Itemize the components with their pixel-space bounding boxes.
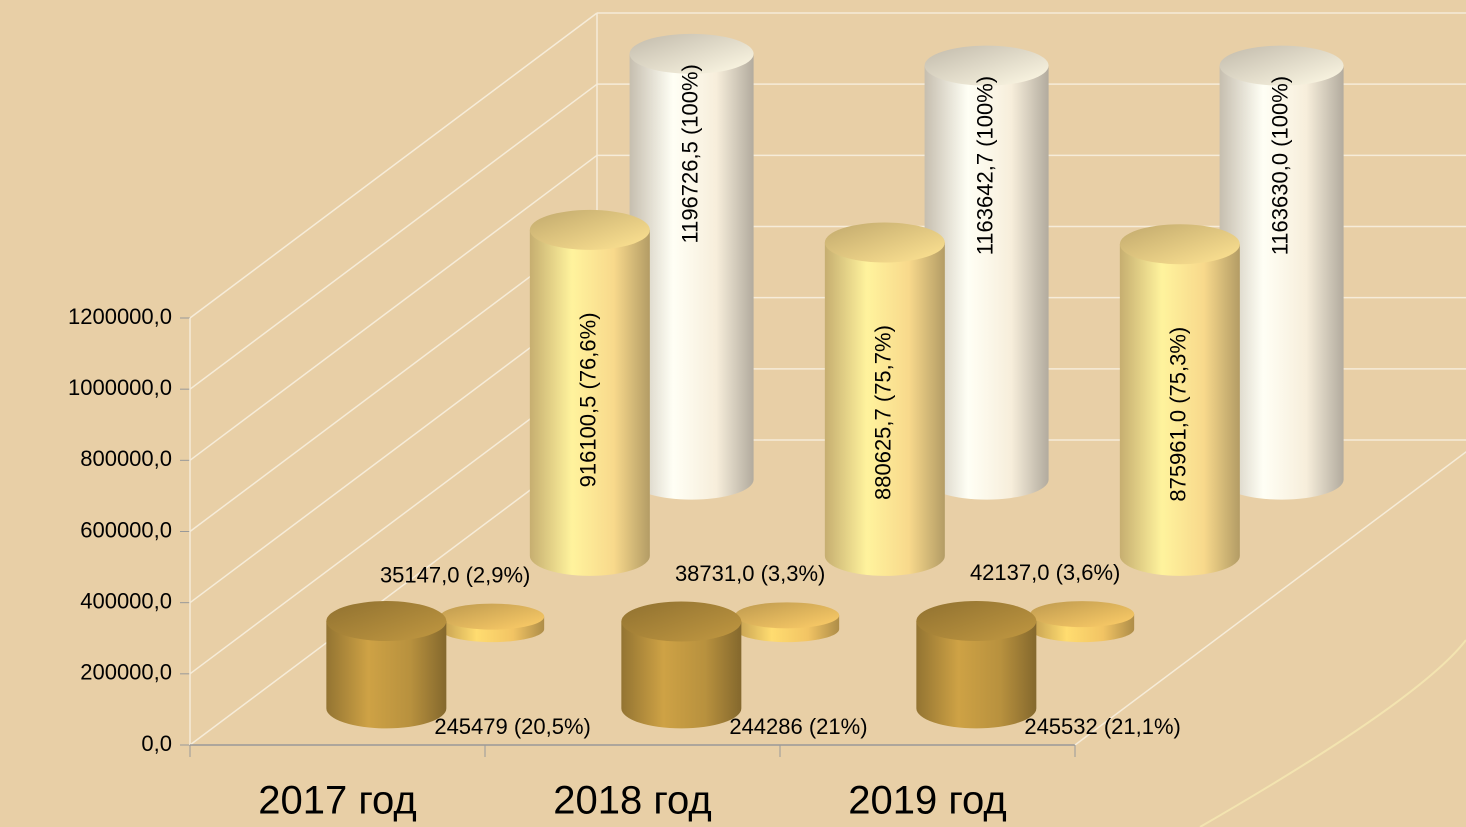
grid-line [189,439,598,746]
value-label: 35147,0 (2,9%) [380,562,530,587]
cylinder [1030,601,1135,643]
grid-line [189,297,598,604]
cylinder [529,209,650,576]
y-tick-label: 1200000,0 [68,304,172,329]
cylinder-top [1119,224,1240,265]
value-label: 1163630,0 (100%) [1267,76,1292,255]
cylinder-body [629,53,754,500]
cylinder-body [1219,65,1344,500]
grid-line [189,12,598,319]
cylinder-body [1119,244,1240,576]
cylinder [735,602,840,643]
value-label: 245479 (20,5%) [434,714,591,739]
y-tick-label: 600000,0 [80,517,172,542]
y-tick-label: 200000,0 [80,660,172,685]
cylinder-top [529,209,650,250]
cylinder-top [326,601,447,642]
y-tick-label: 1000000,0 [68,375,172,400]
cylinder [824,222,945,576]
cylinder [1219,45,1344,500]
grid-line [189,225,598,533]
cylinder [629,33,754,500]
grid-line [189,83,598,390]
decor [1199,639,1466,827]
value-label: 244286 (21%) [729,714,867,739]
grid-line [189,368,598,675]
cylinder-top [735,602,840,629]
y-tick-label: 800000,0 [80,446,172,471]
grid-line [189,154,598,461]
cylinder-body [529,229,650,576]
cylinder-top [629,33,754,74]
cylinder-top [924,45,1049,86]
cylinder [1119,224,1240,576]
cylinder-body [824,242,945,576]
value-label: 42137,0 (3,6%) [970,560,1120,585]
x-tick-label: 2019 год [848,779,1007,823]
cylinder-body [326,621,447,729]
cylinder [440,603,545,643]
cylinder-top [1030,601,1135,628]
cylinder [916,601,1037,729]
value-label: 38731,0 (3,3%) [675,561,825,586]
value-label: 875961,0 (75,3%) [1166,327,1191,502]
cylinder [326,601,447,729]
cylinder-top [916,601,1037,642]
cylinder-top [621,601,742,642]
cylinder-top [824,222,945,263]
x-tick-label: 2018 год [553,779,712,823]
cylinder-body [916,621,1037,729]
cylinder-top [1219,45,1344,86]
cylinder [924,45,1049,500]
value-label: 1196726,5 (100%) [677,64,702,243]
y-tick-label: 0,0 [141,731,172,756]
cylinder-body [621,621,742,729]
floor-edge [1074,451,1466,746]
value-label: 916100,5 (76,6%) [576,312,601,487]
y-tick-label: 400000,0 [80,588,172,613]
value-label: 880625,7 (75,7%) [871,325,896,500]
value-label: 1163642,7 (100%) [972,76,997,255]
cylinder-body [924,65,1049,500]
x-tick-label: 2017 год [258,779,417,823]
value-label: 245532 (21,1%) [1024,714,1181,739]
cylinder-top [440,603,545,630]
cylinder [621,601,742,729]
